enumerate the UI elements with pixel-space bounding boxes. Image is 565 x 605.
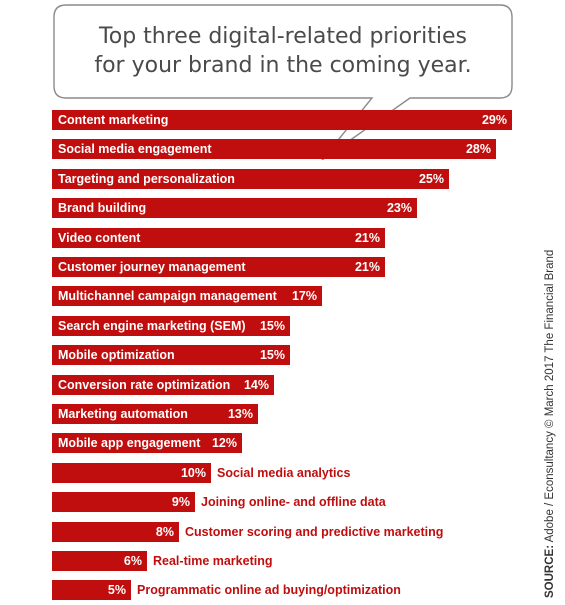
bar [52,404,258,424]
bar-row: 21% Customer journey management [52,257,522,277]
bar-row: 14% Conversion rate optimization [52,375,522,395]
bar-row: 12% Mobile app engagement [52,433,522,453]
bar-row: 13% Marketing automation [52,404,522,424]
bar [52,198,417,218]
bar-value-label: 25% [418,172,444,186]
bar-category-label: Programmatic online ad buying/optimizati… [137,583,401,597]
bar-value-label: 21% [354,260,380,274]
bar-category-label: Customer scoring and predictive marketin… [185,525,444,539]
source-note: SOURCE: Adobe / Econsultancy © March 201… [544,250,556,598]
bar-row: 15% Mobile optimization [52,345,522,365]
bar-row: 29% Content marketing [52,110,522,130]
bar-chart: 29% Content marketing 28% Social media enga… [52,110,522,600]
bar-value-label: 9% [171,495,190,509]
bar-row: 25% Targeting and personalization [52,169,522,189]
bar-category-label: Customer journey management [58,260,246,274]
source-text: Adobe / Econsultancy © March 2017 The Fi… [544,249,556,543]
bar-value-label: 21% [354,231,380,245]
bar-row: 15% Search engine marketing (SEM) [52,316,522,336]
bar [52,580,131,600]
bar-category-label: Social media engagement [58,142,212,156]
bar-category-label: Search engine marketing (SEM) [58,319,246,333]
source-label: SOURCE: [544,544,556,598]
bar-row: 9% Joining online- and offline data [52,492,522,512]
bar-value-label: 28% [465,142,491,156]
bar [52,110,512,130]
bar-category-label: Mobile app engagement [58,436,201,450]
bar-value-label: 23% [386,201,412,215]
bar-category-label: Social media analytics [217,466,351,480]
bar-category-label: Video content [58,231,141,245]
bar-category-label: Content marketing [58,113,169,127]
bar [52,375,274,395]
bar-category-label: Conversion rate optimization [58,378,231,392]
bar-category-label: Joining online- and offline data [201,495,386,509]
bar-row: 21% Video content [52,228,522,248]
bar [52,286,322,306]
bar [52,522,179,542]
bar-row: 17% Multichannel campaign management [52,286,522,306]
bar [52,551,147,571]
chart-title: Top three digital-related priorities for… [54,22,512,80]
bar [52,463,211,483]
bar-value-label: 29% [481,113,507,127]
bar-row: 23% Brand building [52,198,522,218]
bar [52,492,195,512]
bar-row: 6% Real-time marketing [52,551,522,571]
bar-value-label: 13% [227,407,253,421]
bar [52,169,449,189]
bar-value-label: 15% [259,319,285,333]
bar-value-label: 17% [291,289,317,303]
bar [52,433,242,453]
chart-title-line-2: for your brand in the coming year. [94,53,472,78]
bar-category-label: Marketing automation [58,407,188,421]
bar-row: 5% Programmatic online ad buying/optimiza… [52,580,522,600]
bar-category-label: Multichannel campaign management [58,289,277,303]
bar-row: 28% Social media engagement [52,139,522,159]
bar-value-label: 14% [243,378,269,392]
bar [52,316,290,336]
bar [52,257,385,277]
bar-row: 8% Customer scoring and predictive market… [52,522,522,542]
bar-value-label: 6% [123,554,142,568]
bar-value-label: 12% [211,436,237,450]
bar-category-label: Brand building [58,201,147,215]
bar-category-label: Mobile optimization [58,348,175,362]
chart-title-line-1: Top three digital-related priorities [99,24,467,49]
bar-value-label: 8% [155,525,174,539]
bar [52,228,385,248]
bar [52,139,496,159]
bar-value-label: 5% [107,583,126,597]
bar-row: 10% Social media analytics [52,463,522,483]
bar [52,345,290,365]
bar-value-label: 15% [259,348,285,362]
bar-category-label: Targeting and personalization [58,172,235,186]
bar-value-label: 10% [180,466,206,480]
bar-category-label: Real-time marketing [153,554,273,568]
